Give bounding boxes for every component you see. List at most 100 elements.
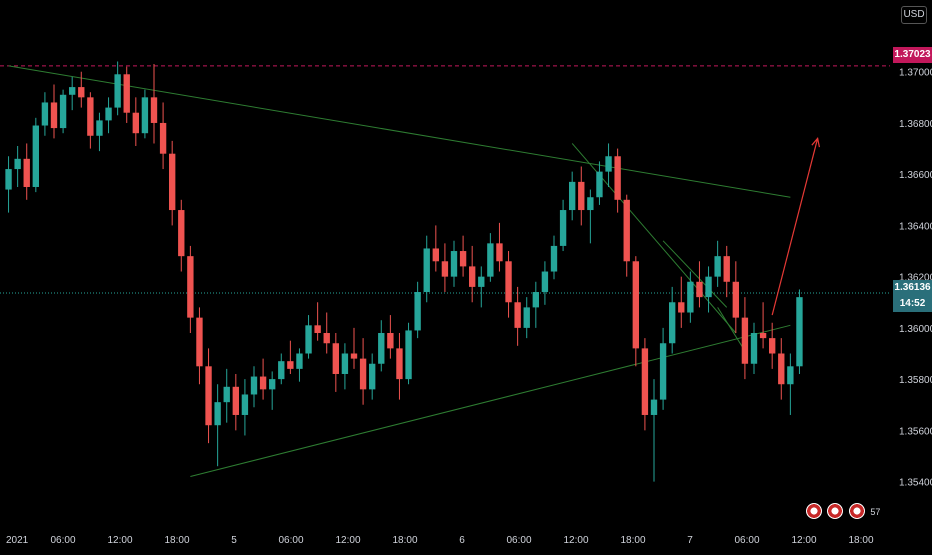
candles-layer (5, 61, 803, 482)
candle-body (750, 333, 758, 364)
time-tick-label: 06:00 (50, 535, 75, 546)
candle-body (605, 156, 612, 172)
candle-body (587, 197, 594, 211)
trendline (717, 307, 746, 352)
trendline (662, 240, 728, 308)
candle-body (405, 330, 412, 380)
candle-body (423, 248, 430, 293)
candle-body (432, 248, 439, 262)
projection-arrowhead (811, 136, 820, 148)
time-tick-label: 18:00 (848, 535, 873, 546)
candle-body (796, 297, 803, 367)
candle-body (87, 97, 94, 136)
candle-body (469, 266, 476, 287)
candle-body (496, 243, 503, 262)
candle-body (678, 302, 685, 313)
candle-body (159, 122, 167, 154)
candle-body (523, 307, 530, 328)
time-tick-label: 06:00 (506, 535, 531, 546)
candle-body (396, 348, 403, 380)
candle-body (14, 158, 21, 170)
projection-arrow (771, 138, 819, 316)
time-tick-label: 12:00 (335, 535, 360, 546)
candle-body (169, 153, 176, 211)
candle-body (96, 120, 103, 136)
time-tick-label: 6 (459, 535, 465, 546)
candle-body (723, 256, 730, 282)
candle-body (78, 87, 85, 98)
time-tick-label: 18:00 (392, 535, 417, 546)
candle-body (387, 333, 394, 349)
economic-events[interactable]: 57 (806, 502, 880, 520)
candle-body (196, 317, 203, 367)
candle-body (378, 333, 385, 364)
candle-body (578, 181, 585, 211)
candle-body (559, 210, 567, 246)
candle-body (714, 256, 721, 277)
candle-body (205, 366, 212, 426)
candle-body (350, 353, 358, 359)
candle-body (323, 333, 330, 344)
price-tick-label: 1.37000 (899, 68, 932, 79)
currency-badge[interactable]: USD (901, 6, 927, 24)
candle-body (214, 402, 221, 426)
time-tick-label: 12:00 (107, 535, 132, 546)
candle-body (741, 317, 749, 364)
drawing-layer (0, 65, 890, 477)
candle-body (296, 353, 303, 369)
candle-body (359, 358, 367, 390)
candle-body (787, 366, 794, 385)
candle-body (341, 353, 349, 374)
event-flag-icon[interactable] (827, 502, 844, 519)
candle-body (269, 379, 276, 390)
price-tick-label: 1.36200 (899, 273, 932, 284)
trendline (8, 65, 791, 198)
candle-body (532, 292, 539, 308)
time-tick-label: 06:00 (734, 535, 759, 546)
candle-body (441, 261, 449, 277)
candle-body (332, 343, 339, 374)
price-tick-label: 1.36000 (899, 324, 932, 335)
price-tick-label: 1.36800 (899, 119, 932, 130)
candle-body (132, 112, 139, 134)
time-tick-label: 5 (231, 535, 237, 546)
event-flag-icon[interactable] (848, 502, 865, 519)
last-price-label: 1.36136 (893, 280, 932, 296)
candle-body (550, 245, 558, 272)
candle-body (178, 210, 185, 257)
event-flag-icon[interactable] (806, 502, 822, 519)
candle-body (696, 281, 703, 298)
candle-body (241, 394, 249, 415)
candle-body (250, 376, 258, 395)
candle-body (505, 261, 512, 303)
candle-body (487, 243, 494, 277)
candle-body (287, 361, 294, 369)
price-tick-label: 1.35800 (899, 375, 932, 386)
time-tick-label: 06:00 (278, 535, 303, 546)
candle-body (478, 276, 485, 287)
time-tick-label: 12:00 (791, 535, 816, 546)
candle-body (69, 87, 76, 95)
candle-body (23, 158, 30, 187)
candle-body (769, 338, 776, 354)
candle-body (187, 256, 194, 318)
candle-body (596, 171, 603, 198)
candle-body (150, 97, 158, 123)
candle-body (569, 181, 576, 211)
time-tick-label: 18:00 (620, 535, 645, 546)
candle-body (259, 376, 267, 390)
candle-body (650, 399, 658, 415)
candle-body (32, 125, 39, 187)
candle-body (59, 94, 67, 129)
candle-body (641, 348, 649, 415)
candle-body (687, 281, 694, 313)
candle-body (50, 102, 58, 129)
candle-body (5, 169, 12, 190)
candle-body (705, 276, 712, 298)
candle-body (632, 261, 639, 349)
candle-body (232, 386, 239, 415)
candle-body (614, 156, 621, 200)
time-tick-label: 2021 (6, 535, 29, 546)
